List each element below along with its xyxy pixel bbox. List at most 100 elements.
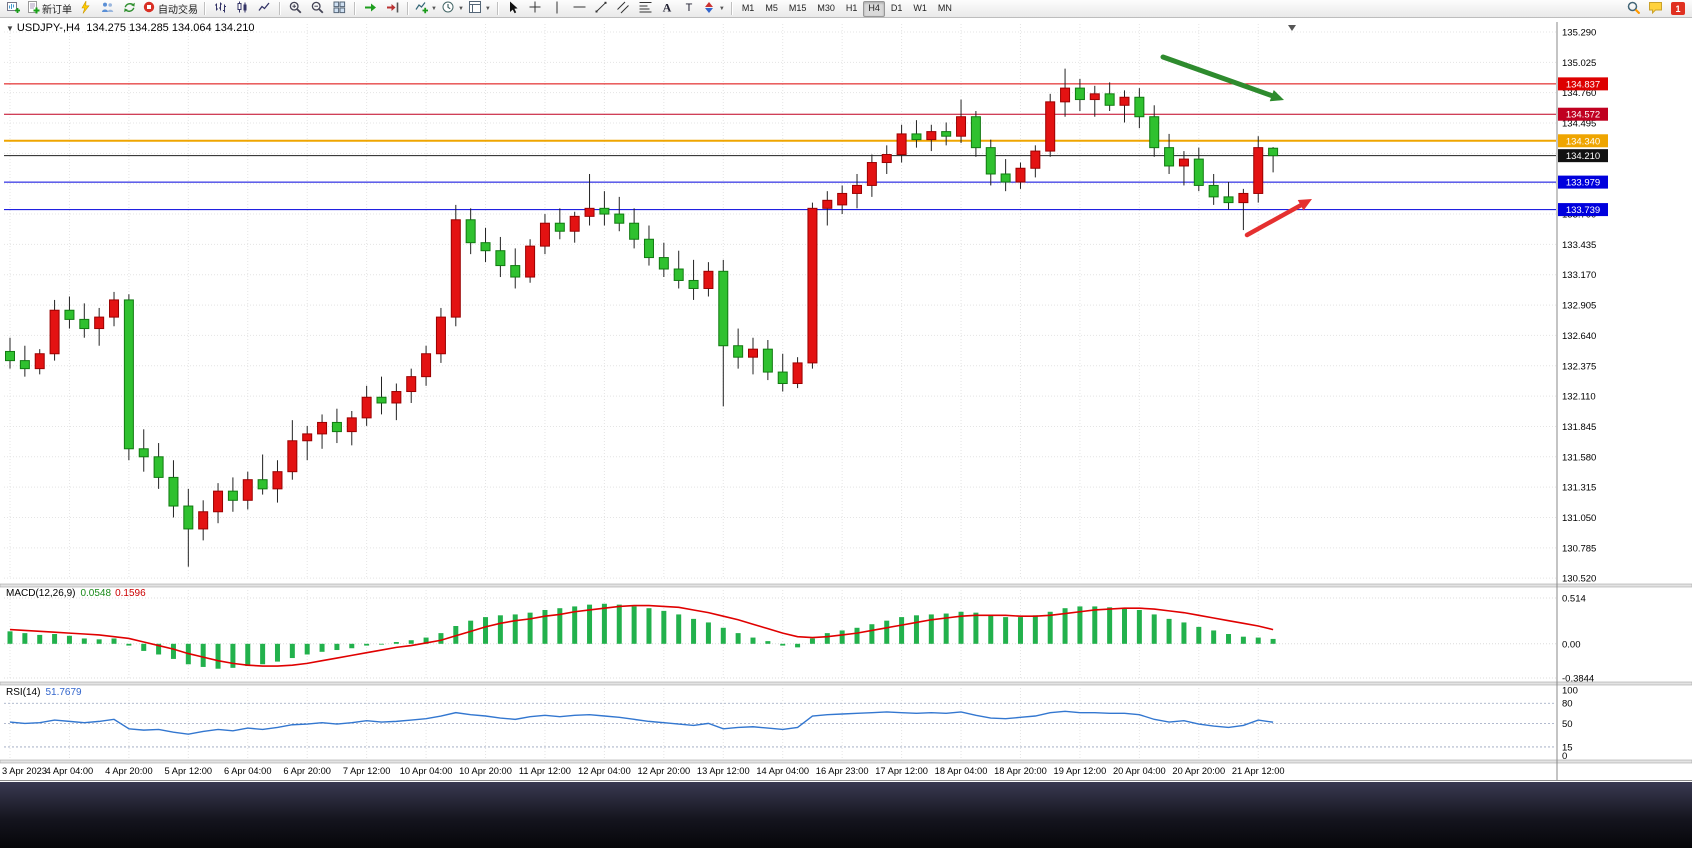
text-label-button[interactable]: T (679, 1, 700, 17)
timeframe-button-m5[interactable]: M5 (765, 2, 778, 13)
candle (703, 262, 714, 297)
horizontal-line-button[interactable] (569, 1, 590, 17)
panel-separators[interactable] (0, 583, 1692, 764)
search-button[interactable] (1623, 1, 1644, 17)
rsi-line (9, 710, 1274, 735)
candle (569, 211, 580, 243)
svg-text:14 Apr 04:00: 14 Apr 04:00 (756, 766, 809, 776)
candle (480, 227, 491, 263)
timeframe-button-h4[interactable]: H4 (863, 0, 885, 17)
svg-text:134.760: 134.760 (1562, 88, 1596, 99)
timeframe-button-m15[interactable]: M15 (788, 2, 807, 13)
svg-text:80: 80 (1562, 699, 1573, 710)
rsi-title: RSI(14) (6, 687, 41, 698)
drawing-objects[interactable] (1160, 54, 1312, 238)
panel-separator[interactable] (0, 681, 1692, 686)
bars-chart-button[interactable] (210, 1, 231, 17)
up-bounce-arrow[interactable] (1244, 199, 1310, 238)
candle (302, 425, 313, 461)
horizontal-level-lines[interactable] (4, 83, 1556, 211)
candle (1149, 105, 1160, 157)
svg-text:133.170: 133.170 (1562, 270, 1596, 281)
svg-text:20 Apr 20:00: 20 Apr 20:00 (1172, 766, 1225, 776)
candle (1104, 82, 1115, 112)
channel-button[interactable] (613, 1, 634, 17)
candle (435, 307, 446, 363)
periods-button[interactable]: ▼ (440, 1, 466, 17)
profiles-icon (101, 1, 114, 17)
svg-text:132.375: 132.375 (1562, 361, 1596, 372)
periods-icon (442, 1, 455, 17)
up-bounce-arrow-head[interactable] (1297, 199, 1312, 211)
desktop-strip (0, 782, 1692, 848)
cursor-button[interactable] (503, 1, 524, 17)
macd-main-value: 0.0548 (80, 588, 112, 599)
crosshair-button[interactable] (525, 1, 546, 17)
candle (941, 122, 952, 146)
trendline-button[interactable] (591, 1, 612, 17)
new-order-button[interactable]: 新订单 (25, 0, 74, 17)
candle (777, 353, 788, 392)
channel-icon (617, 1, 630, 17)
panel-separator[interactable] (0, 759, 1692, 764)
profiles-button[interactable] (97, 1, 118, 17)
svg-text:12 Apr 20:00: 12 Apr 20:00 (637, 766, 690, 776)
text-label-icon: T (683, 1, 696, 17)
templates-button[interactable]: ▼ (467, 0, 493, 17)
horizontal-line-icon (573, 1, 586, 17)
timeframe-button-m1[interactable]: M1 (741, 2, 755, 13)
svg-text:133.979: 133.979 (1566, 178, 1600, 189)
svg-text:132.110: 132.110 (1562, 392, 1596, 403)
indicators-button[interactable]: ▼ (413, 1, 439, 17)
timeframe-button-d1[interactable]: D1 (890, 2, 903, 13)
candle (911, 120, 922, 148)
svg-text:16 Apr 23:00: 16 Apr 23:00 (816, 766, 869, 776)
svg-text:-0.3844: -0.3844 (1562, 674, 1594, 685)
candle (1208, 173, 1219, 205)
autotrading-button[interactable]: 自动交易 (141, 1, 200, 17)
collapse-arrow-icon[interactable]: ▼ (6, 24, 14, 33)
candle (896, 124, 907, 163)
chevron-down-icon: ▼ (457, 5, 464, 12)
search-icon (1627, 1, 1641, 17)
zoom-in-button[interactable] (285, 1, 306, 17)
timeframe-button-mn[interactable]: MN (937, 2, 952, 13)
arrows-button[interactable]: ▼ (701, 1, 727, 17)
auto-scroll-button[interactable] (360, 1, 381, 17)
expert-advisors-button[interactable] (75, 0, 96, 17)
text-button[interactable]: A (657, 0, 678, 17)
chat-button[interactable] (1645, 1, 1666, 17)
rsi-panel (4, 702, 1556, 748)
chart-shift-marker[interactable] (1288, 25, 1296, 31)
candle (421, 345, 432, 386)
new-chart-button[interactable] (3, 1, 24, 17)
timeframe-button-h1[interactable]: H1 (845, 2, 858, 13)
zoom-out-button[interactable] (307, 1, 328, 17)
candle (1178, 151, 1189, 186)
line-chart-button[interactable] (254, 1, 275, 17)
vertical-line-button[interactable] (547, 1, 568, 17)
candle (138, 429, 149, 472)
notification-badge[interactable]: 1 (1671, 2, 1685, 15)
crosshair-icon (529, 1, 542, 17)
svg-text:130.785: 130.785 (1562, 543, 1596, 554)
candles-chart-button[interactable] (232, 1, 253, 17)
svg-text:134.495: 134.495 (1562, 119, 1596, 130)
panel-separator[interactable] (0, 583, 1692, 588)
down-trend-arrow-head[interactable] (1269, 89, 1284, 102)
chat-icon (1649, 1, 1662, 17)
timeframe-button-m30[interactable]: M30 (817, 2, 835, 13)
timeframe-button-w1[interactable]: W1 (913, 2, 927, 13)
candle (1223, 181, 1234, 210)
chart-shift-button[interactable] (382, 1, 403, 17)
candle (554, 208, 565, 240)
refresh-button[interactable] (119, 1, 140, 17)
fibonacci-button[interactable] (635, 1, 656, 17)
chart-window[interactable]: 135.290135.025134.760134.495134.230133.9… (0, 18, 1692, 782)
down-trend-arrow[interactable] (1160, 54, 1281, 101)
candle (109, 291, 120, 327)
tile-windows-button[interactable] (329, 1, 350, 17)
svg-text:134.210: 134.210 (1566, 151, 1600, 162)
svg-text:130.520: 130.520 (1562, 574, 1596, 585)
